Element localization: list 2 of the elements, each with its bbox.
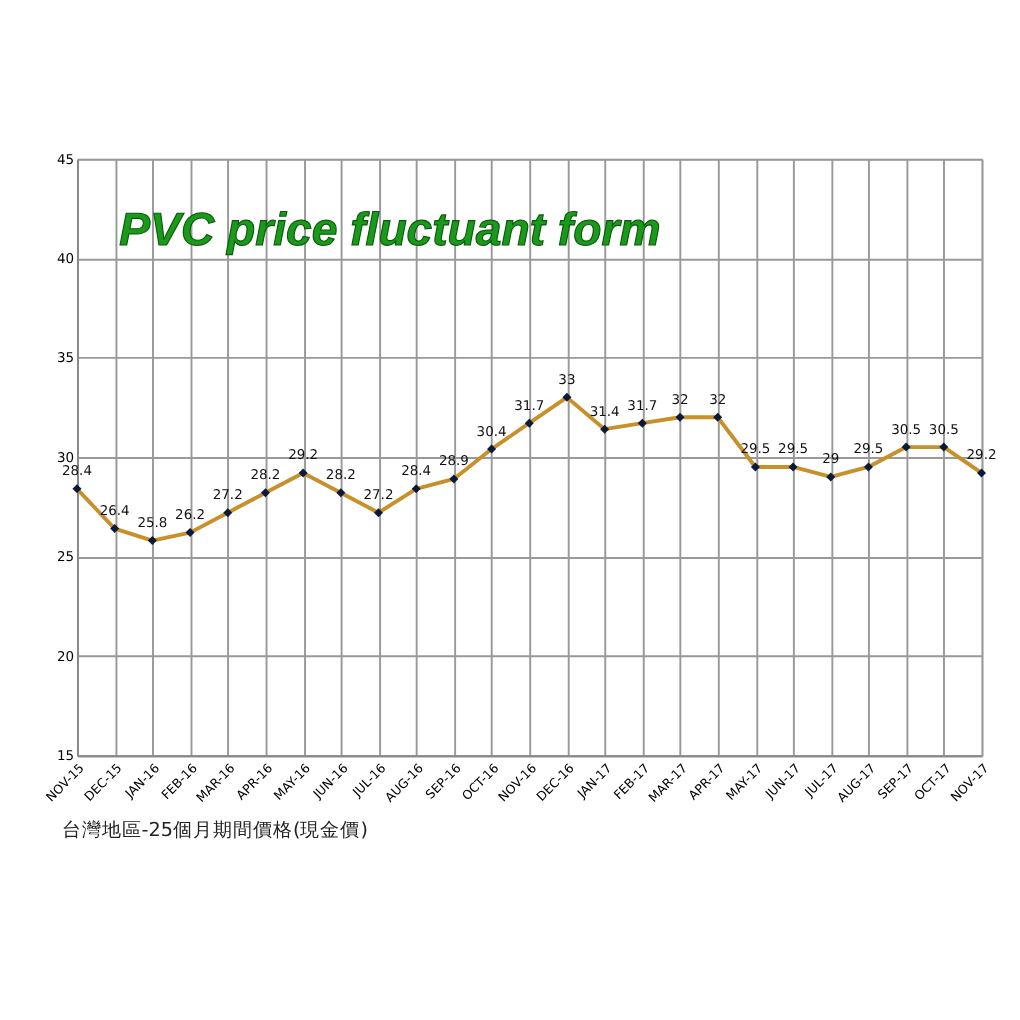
text: 台灣地區-25個月期間價格(現金價) xyxy=(61,818,368,843)
text: PVC price fluctuant form xyxy=(119,203,661,256)
